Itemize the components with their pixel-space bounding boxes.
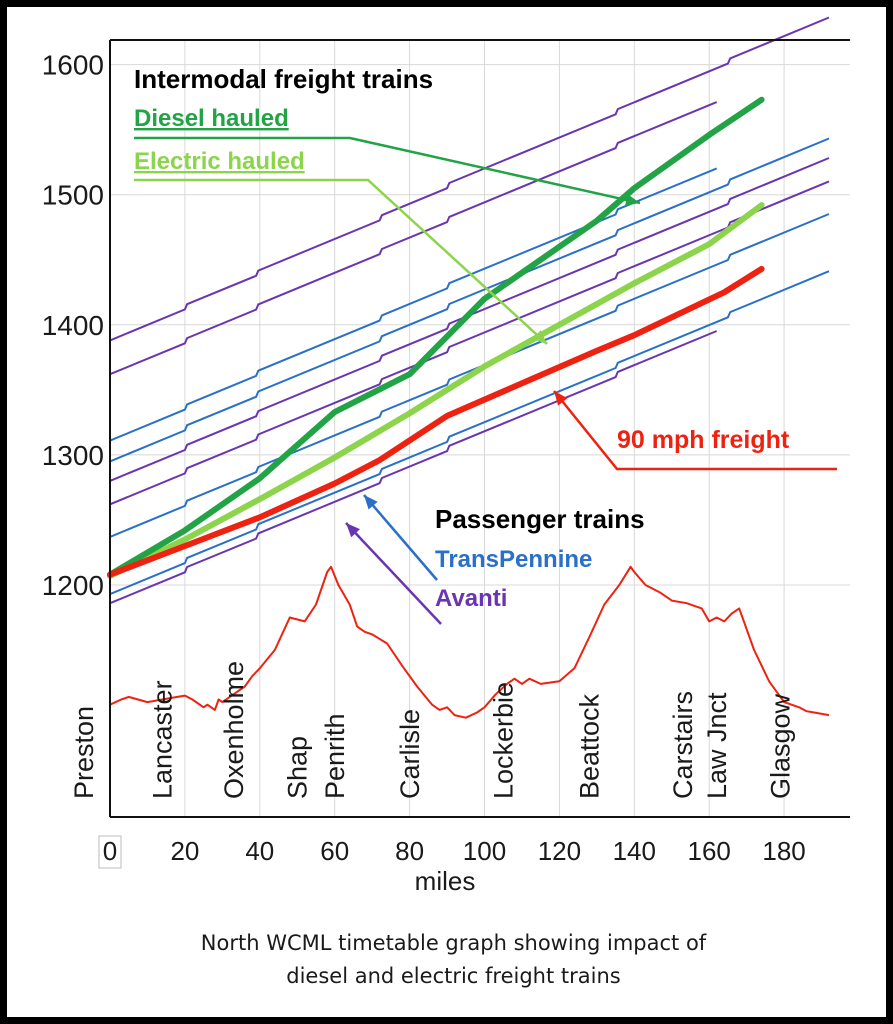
arrow-electric (134, 178, 548, 345)
arrow-diesel (134, 136, 641, 205)
legend-electric-label: Electric hauled (134, 148, 305, 175)
x-tick-label: 160 (688, 836, 731, 866)
y-tick-label: 1600 (42, 50, 104, 81)
train-path-avanti (109, 16, 830, 342)
legend-avanti-label: Avanti (435, 585, 507, 612)
arrow-electric-head (532, 330, 547, 344)
legend-90mph-label: 90 mph freight (617, 426, 790, 454)
x-tick-label: 60 (320, 836, 349, 866)
timetable-chart: Preston Lancaster Oxenholme Shap Penrith Carl… (42, 16, 850, 896)
train-path-avanti (109, 101, 718, 376)
train-path-90-mph-freight (107, 265, 765, 578)
freight-train-paths (107, 96, 765, 579)
station-label-oxenholme: Oxenholme (219, 661, 249, 799)
x-tick-label: 20 (170, 836, 199, 866)
legend-diesel-label: Diesel hauled (134, 105, 289, 132)
legend-passenger-heading: Passenger trains (435, 504, 645, 534)
arrow-90mph-head (554, 391, 568, 406)
station-label-preston: Preston (69, 706, 99, 799)
y-tick-label: 1200 (42, 570, 104, 601)
y-tick-label: 1400 (42, 310, 104, 341)
station-labels: Preston Lancaster Oxenholme Shap Penrith Carl… (69, 661, 796, 799)
x-tick-label: 80 (395, 836, 424, 866)
train-path-transpennine (109, 213, 830, 538)
axes (109, 39, 850, 818)
elevation-profile-layer (109, 565, 830, 719)
train-path-transpennine (109, 137, 830, 463)
arrow-diesel-head (625, 194, 640, 206)
arrow-avanti (345, 522, 442, 625)
station-label-lancaster: Lancaster (148, 680, 178, 799)
station-label-law-jnct: Law Jnct (702, 692, 732, 799)
legend-freight-heading: Intermodal freight trains (134, 64, 433, 94)
arrow-avanti-head (346, 523, 360, 538)
x-tick-label: 120 (538, 836, 581, 866)
station-label-beattock: Beattock (575, 693, 605, 799)
station-label-carstairs: Carstairs (668, 691, 698, 799)
x-tick-label: 140 (613, 836, 656, 866)
train-path-avanti (109, 157, 830, 482)
train-path-electric-hauled (107, 202, 765, 579)
train-path-transpennine (109, 270, 830, 596)
train-path-avanti (109, 330, 718, 605)
station-label-lockerbie: Lockerbie (488, 682, 518, 799)
legend: Intermodal freight trains Diesel hauled … (134, 64, 837, 625)
train-path-avanti (109, 180, 830, 506)
caption-line-2: diesel and electric freight trains (286, 964, 621, 988)
elevation-profile-line (109, 565, 830, 719)
x-tick-label: 0 (103, 836, 117, 866)
x-tick-label: 100 (463, 836, 506, 866)
x-tick-label: 180 (762, 836, 805, 866)
x-tick-zero-box (98, 835, 122, 869)
station-label-carlisle: Carlisle (395, 709, 425, 799)
y-tick-label: 1500 (42, 180, 104, 211)
arrow-transpennine-head (364, 495, 378, 510)
tick-labels: 1200 1300 1400 1500 1600 0 20 40 60 80 100 120 140 16… (42, 50, 806, 869)
station-label-penrith: Penrith (320, 713, 350, 799)
station-label-shap: Shap (282, 736, 312, 799)
station-label-glasgow: Glasgow (766, 693, 796, 799)
train-path-diesel-hauled (107, 96, 765, 578)
figure-caption: North WCML timetable graph showing impac… (7, 927, 893, 993)
caption-line-1: North WCML timetable graph showing impac… (200, 931, 707, 955)
x-tick-label: 40 (245, 836, 274, 866)
arrow-transpennine (363, 494, 438, 581)
arrow-90mph (553, 390, 837, 471)
legend-arrows (134, 136, 837, 625)
legend-transpennine-label: TransPennine (435, 546, 592, 573)
y-tick-label: 1300 (42, 440, 104, 471)
train-path-transpennine (109, 167, 718, 442)
x-axis-label: miles (415, 866, 476, 896)
